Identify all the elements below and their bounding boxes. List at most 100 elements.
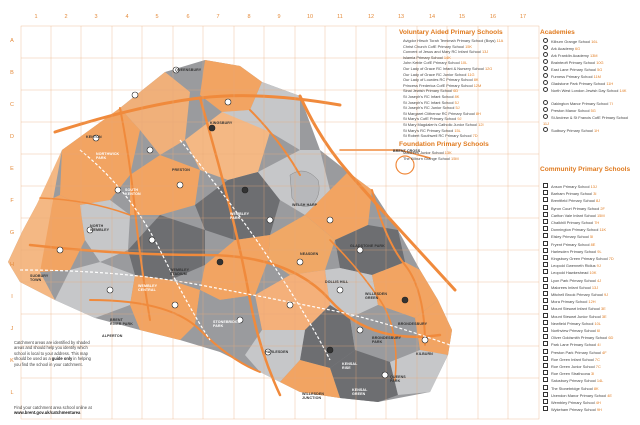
legend-item: St Margaret Clitherow RC Primary School …: [403, 111, 481, 117]
place-label-willesden-junction: WILLESDEN JUNCTION: [302, 392, 325, 400]
grid-ref: 6D: [453, 88, 459, 94]
legend-item: Islamia Primary School 14K: [403, 55, 451, 61]
catchment-areas: [8, 60, 452, 402]
place-label-south-kenton: SOUTH KENTON: [125, 188, 141, 196]
legend-item: Donnington Primary School 11K: [543, 226, 606, 232]
school-name: Salusbury Primary School: [551, 378, 596, 384]
grid-ref: 6D: [608, 335, 614, 341]
legend-item: St Mary's RC Primary School 15L: [403, 128, 461, 134]
school-name: St Joseph's RC Infant School: [403, 94, 454, 99]
school-name: St Andrew & St Francis CofE Primary Scho…: [551, 115, 629, 120]
school-name: Avigdor Hirsch Torah Temimah Primary Sch…: [403, 38, 496, 43]
grid-ref: 8K: [454, 94, 460, 99]
row-label: G: [9, 230, 15, 236]
school-name: The Kilburn Grange School: [403, 155, 450, 161]
school-name: Fryent Primary School: [551, 241, 590, 247]
legend-item: Mitchell Brook Primary School 9J: [543, 291, 608, 297]
grid-ref: 13K: [444, 150, 452, 155]
major-roads: [28, 94, 457, 397]
grid-ref: 5G: [597, 67, 603, 72]
place-label-queens-park: QUEENS PARK: [390, 375, 406, 383]
place-label-alperton: ALPERTON: [102, 334, 123, 338]
grid-ref: 7D: [472, 133, 478, 139]
school-symbol-icon: [543, 107, 548, 112]
grid-ref: 5J: [455, 105, 460, 111]
school-name: Sinai Jewish Primary School: [403, 88, 453, 94]
grid-ref: 12M: [473, 82, 482, 88]
legend-item: St Mary's CofE Primary School 9J: [403, 116, 461, 122]
school-symbol-icon: [543, 384, 548, 390]
grid-ref: 13J: [591, 284, 599, 290]
grid-ref: 3E: [600, 306, 606, 312]
school-symbol-icon: [543, 73, 548, 78]
school-name: Oakington Manor Primary School: [551, 101, 609, 106]
column-label: 5: [155, 14, 159, 20]
school-name: St Mary's RC Primary School: [403, 127, 454, 133]
school-name: Northview Primary School: [551, 328, 596, 333]
school-name: John Keble CofE Primary School: [403, 60, 460, 66]
grid-ref: 16L: [591, 39, 598, 44]
grid-ref: 14L: [596, 378, 604, 384]
school-name: St Mary Magdalen's Catholic Junior Schoo…: [403, 122, 478, 127]
legend-item: Our Lady of Grace RC Junior School 11G: [403, 72, 475, 78]
row-label: K: [10, 358, 14, 364]
legend-item: Wykeham Primary School 9H: [543, 406, 602, 412]
school-symbol-icon: [543, 269, 548, 275]
place-label-northwick-park: NORTHWICK PARK: [96, 152, 120, 160]
legend-item: Chalkhill Primary School 7H: [543, 219, 599, 225]
legend-item: Oakington Manor Primary School 7I: [543, 100, 613, 106]
school-name: Mount Stewart Junior School: [551, 313, 601, 319]
row-label: I: [11, 294, 13, 300]
grid-ref: 12G: [484, 66, 493, 71]
row-label: C: [10, 102, 14, 108]
legend-item: Gladstone Park Primary School 11H: [543, 80, 613, 86]
school-symbol-icon: [543, 291, 548, 296]
school-name: Leopold Hawkeshead: [551, 270, 589, 276]
legend-item: North West London Jewish Day School 14K: [543, 87, 635, 98]
place-label-kingsbury: KINGSBURY: [210, 121, 233, 125]
grid-ref: 10K: [589, 270, 597, 276]
legend-item: Kingsbury Green Primary School 7D: [543, 255, 614, 261]
legend-item: Malorees Infant School 13J: [543, 283, 599, 290]
grid-ref: 11J: [543, 120, 549, 126]
legend-item: Leopold Gwenneth Ridius 9J: [543, 262, 601, 268]
school-name: Chalkhill Primary School: [551, 220, 594, 225]
grid-ref: 3I: [593, 191, 597, 197]
school-symbol-icon: [543, 276, 548, 282]
school-symbol-icon: [543, 226, 548, 232]
grid-ref: 11K: [599, 227, 607, 233]
note-emphasis: guide only: [51, 356, 73, 362]
place-label-brondesbury: BRONDESBURY: [398, 322, 428, 326]
column-label: 16: [489, 14, 497, 20]
school-name: Byron Court Primary School: [551, 205, 600, 211]
legend-item: Harlesden Primary School 9L: [543, 247, 602, 254]
legend-item: Mount Stewart Infant School 3E: [543, 305, 606, 311]
legend-item: Carlton Vale Infant School 15M: [543, 211, 605, 218]
school-name: Carlton Vale Infant School: [551, 212, 596, 218]
school-name: St Margaret Clitherow RC Primary School: [403, 110, 475, 116]
school-symbol-icon: [543, 52, 548, 57]
grid-ref: 12I: [478, 122, 484, 127]
legend-item: Roe Green Strathcona 3I: [543, 370, 594, 376]
school-name: Malorees Junior School: [403, 150, 444, 155]
legend-item: St Mary Magdalen's Catholic Junior Schoo…: [403, 122, 484, 128]
legend-item: Avigdor Hirsch Torah Temimah Primary Sch…: [403, 38, 503, 44]
school-symbol-icon: [543, 406, 548, 412]
place-label-welsh-harp: WELSH HARP: [292, 203, 318, 207]
footer-url-link[interactable]: www.brent.gov.uk/catchmentarea: [14, 410, 81, 416]
school-symbol-icon: [543, 355, 548, 361]
grid-ref: 3E: [601, 313, 607, 319]
place-label-gladstone-park: GLADSTONE PARK: [350, 244, 385, 248]
school-name: St Joseph's RC Infant School: [403, 99, 454, 105]
legend-item: Wembley Primary School 4H: [543, 399, 601, 405]
grid-ref: 13J: [590, 184, 597, 189]
school-name: Our Lady of Grace RC Infant & Nursery Sc…: [403, 66, 484, 71]
school-symbol-icon: [543, 87, 548, 92]
school-name: Our Lady of Lourdes RC Primary School: [403, 77, 473, 83]
grid-ref: 11M: [593, 74, 601, 79]
school-symbol-icon: [543, 100, 548, 105]
school-name: Wembley Primary School: [551, 400, 595, 405]
grid-ref: 4J: [596, 277, 602, 283]
map-grid: [20, 25, 540, 420]
row-label: E: [10, 166, 14, 172]
